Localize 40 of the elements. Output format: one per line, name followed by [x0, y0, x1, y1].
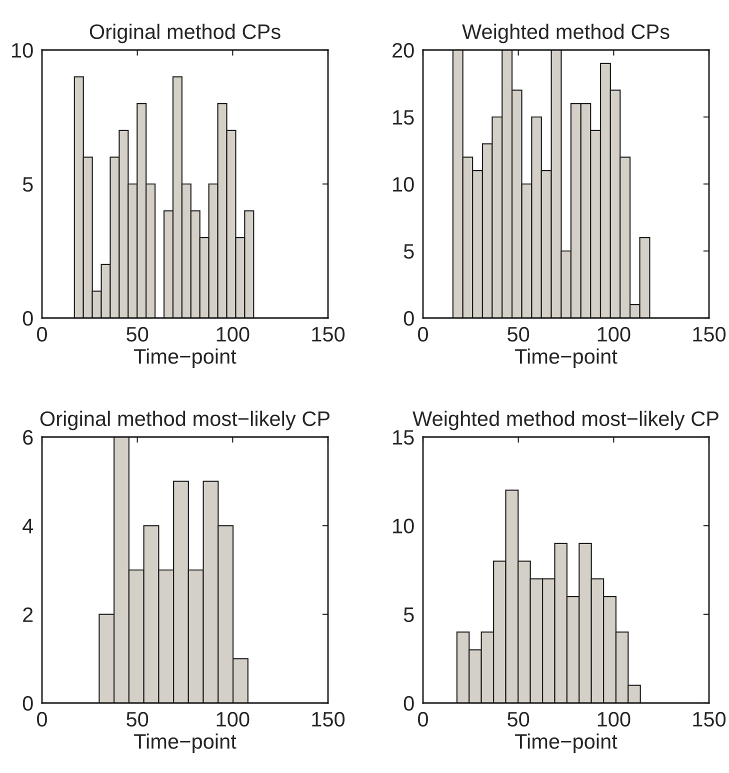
x-tick-label: 150	[312, 326, 345, 342]
y-tick-label: 0	[22, 696, 33, 711]
x-tick-label: 0	[418, 326, 428, 342]
x-tick-label: 0	[37, 712, 47, 727]
x-axis-title: Time−point	[134, 734, 236, 753]
x-tick-label: 50	[508, 326, 530, 342]
y-tick-label: 0	[404, 311, 414, 326]
x-tick-label: 50	[126, 326, 148, 342]
x-tick-label: 150	[693, 326, 726, 342]
chart-title: Weighted method CPs	[462, 24, 670, 44]
x-tick-label: 50	[508, 712, 530, 727]
y-tick-label: 4	[22, 518, 34, 534]
x-tick-label: 0	[37, 326, 47, 342]
y-tick-label: 0	[404, 696, 414, 711]
x-axis-title: Time−point	[515, 734, 618, 753]
y-tick-label: 10	[393, 177, 414, 192]
x-tick-label: 100	[598, 326, 630, 342]
y-tick-label: 15	[393, 110, 414, 125]
chart-title: Original method most−likely CP	[40, 410, 330, 430]
x-tick-label: 100	[216, 326, 250, 342]
y-tick-label: 6	[23, 430, 33, 445]
chart-title: Original method CPs	[90, 24, 280, 44]
y-tick-label: 0	[22, 311, 33, 326]
y-tick-label: 5	[404, 244, 414, 259]
x-tick-label: 0	[418, 712, 428, 727]
x-tick-label: 150	[693, 712, 726, 727]
x-tick-label: 150	[312, 712, 345, 727]
y-tick-label: 5	[404, 608, 414, 622]
y-tick-label: 10	[393, 518, 414, 534]
x-axis-title: Time−point	[134, 348, 236, 368]
x-tick-label: 100	[216, 712, 250, 727]
y-tick-label: 10	[12, 43, 33, 58]
y-tick-label: 5	[22, 177, 33, 192]
x-axis-title: Time−point	[515, 348, 618, 368]
y-tick-label: 15	[393, 430, 414, 445]
x-tick-label: 50	[126, 712, 148, 727]
y-tick-label: 20	[392, 43, 414, 58]
x-tick-label: 100	[598, 712, 630, 727]
y-tick-label: 2	[23, 607, 33, 622]
chart-title: Weighted method most−likely CP	[412, 410, 718, 430]
